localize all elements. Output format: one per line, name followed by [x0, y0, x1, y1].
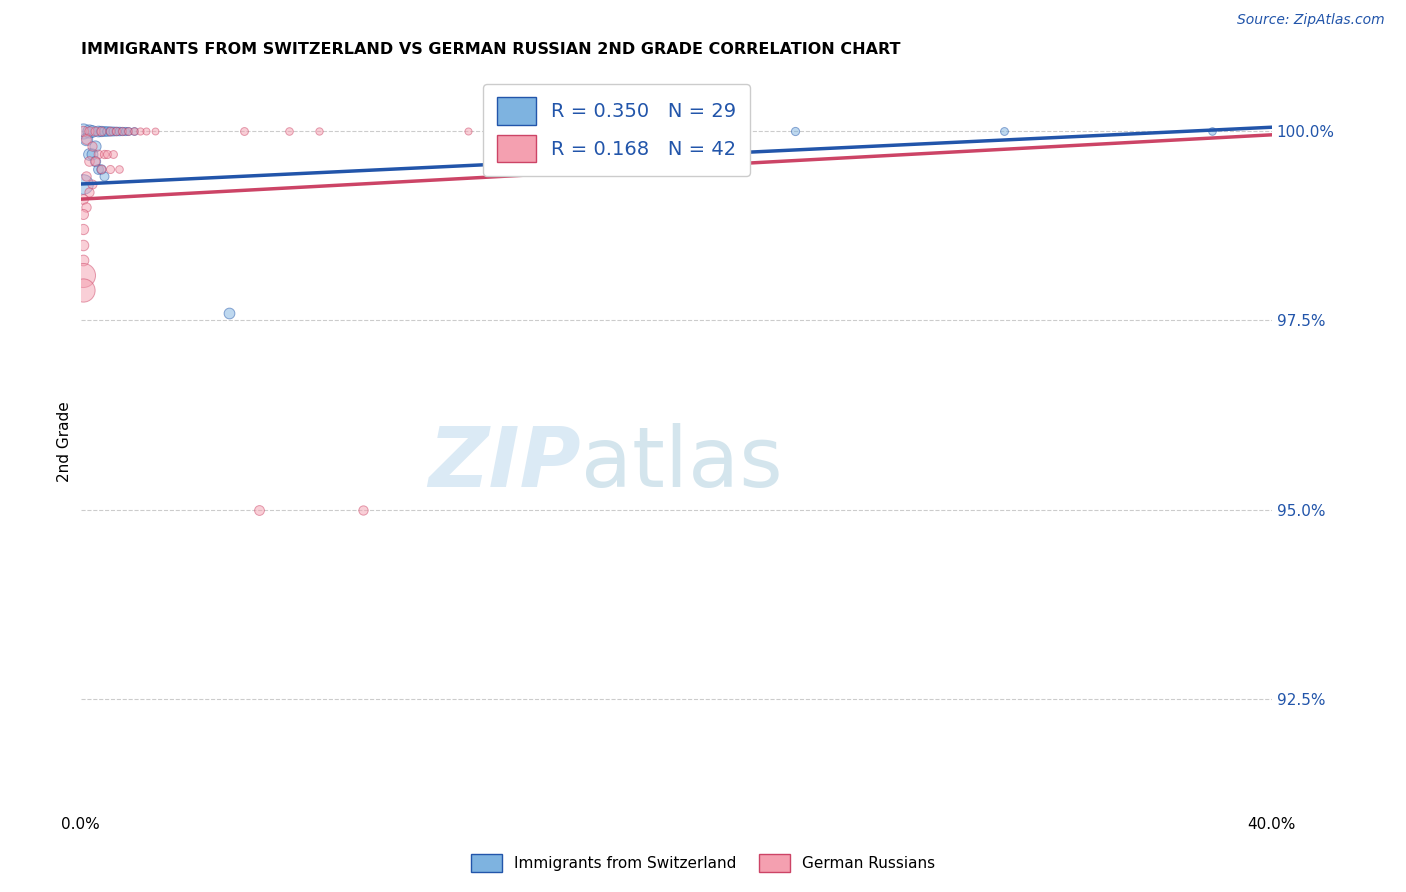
Legend: R = 0.350   N = 29, R = 0.168   N = 42: R = 0.350 N = 29, R = 0.168 N = 42: [484, 84, 751, 176]
Point: [93, 169, 115, 184]
Point: [93, 124, 115, 138]
Text: atlas: atlas: [581, 423, 783, 504]
Point: [111, 124, 134, 138]
Point: [72, 124, 94, 138]
Point: [103, 124, 125, 138]
Point: [82, 146, 104, 161]
Point: [82, 177, 104, 191]
Point: [143, 124, 166, 138]
Point: [105, 124, 128, 138]
Point: [96, 146, 118, 161]
Point: [79, 146, 101, 161]
Point: [72, 283, 94, 297]
Point: [98, 161, 121, 176]
Point: [516, 124, 538, 138]
Legend: Immigrants from Switzerland, German Russians: Immigrants from Switzerland, German Russ…: [464, 846, 942, 880]
Point: [84, 154, 107, 169]
Point: [72, 124, 94, 138]
Point: [76, 131, 98, 145]
Point: [108, 161, 131, 176]
Point: [108, 124, 131, 138]
Point: [278, 124, 301, 138]
Point: [96, 124, 118, 138]
Point: [72, 237, 94, 252]
Text: Source: ZipAtlas.com: Source: ZipAtlas.com: [1237, 13, 1385, 28]
Point: [72, 252, 94, 267]
Point: [87, 161, 110, 176]
Point: [90, 161, 112, 176]
Point: [93, 146, 115, 161]
Point: [72, 207, 94, 221]
Point: [122, 124, 145, 138]
Point: [117, 124, 139, 138]
Point: [87, 124, 110, 138]
Point: [785, 124, 807, 138]
Point: [76, 200, 98, 214]
Point: [575, 124, 598, 138]
Point: [218, 306, 240, 320]
Point: [72, 268, 94, 282]
Point: [79, 185, 101, 199]
Point: [72, 222, 94, 236]
Point: [636, 124, 658, 138]
Point: [79, 124, 101, 138]
Text: ZIP: ZIP: [429, 423, 581, 504]
Point: [308, 124, 330, 138]
Point: [90, 124, 112, 138]
Point: [79, 124, 101, 138]
Point: [90, 161, 112, 176]
Y-axis label: 2nd Grade: 2nd Grade: [58, 401, 72, 482]
Point: [117, 124, 139, 138]
Point: [98, 124, 121, 138]
Point: [82, 139, 104, 153]
Point: [135, 124, 157, 138]
Point: [129, 124, 152, 138]
Point: [84, 124, 107, 138]
Point: [233, 124, 256, 138]
Point: [114, 124, 136, 138]
Point: [111, 124, 134, 138]
Point: [76, 169, 98, 184]
Point: [1201, 124, 1223, 138]
Point: [122, 124, 145, 138]
Point: [247, 502, 270, 516]
Point: [72, 177, 94, 191]
Point: [90, 124, 112, 138]
Point: [103, 146, 125, 161]
Point: [105, 124, 128, 138]
Point: [76, 131, 98, 145]
Point: [993, 124, 1015, 138]
Point: [353, 502, 375, 516]
Point: [72, 192, 94, 206]
Text: IMMIGRANTS FROM SWITZERLAND VS GERMAN RUSSIAN 2ND GRADE CORRELATION CHART: IMMIGRANTS FROM SWITZERLAND VS GERMAN RU…: [80, 42, 900, 57]
Point: [84, 139, 107, 153]
Point: [87, 146, 110, 161]
Point: [457, 124, 479, 138]
Point: [79, 154, 101, 169]
Point: [82, 124, 104, 138]
Point: [84, 154, 107, 169]
Point: [98, 124, 121, 138]
